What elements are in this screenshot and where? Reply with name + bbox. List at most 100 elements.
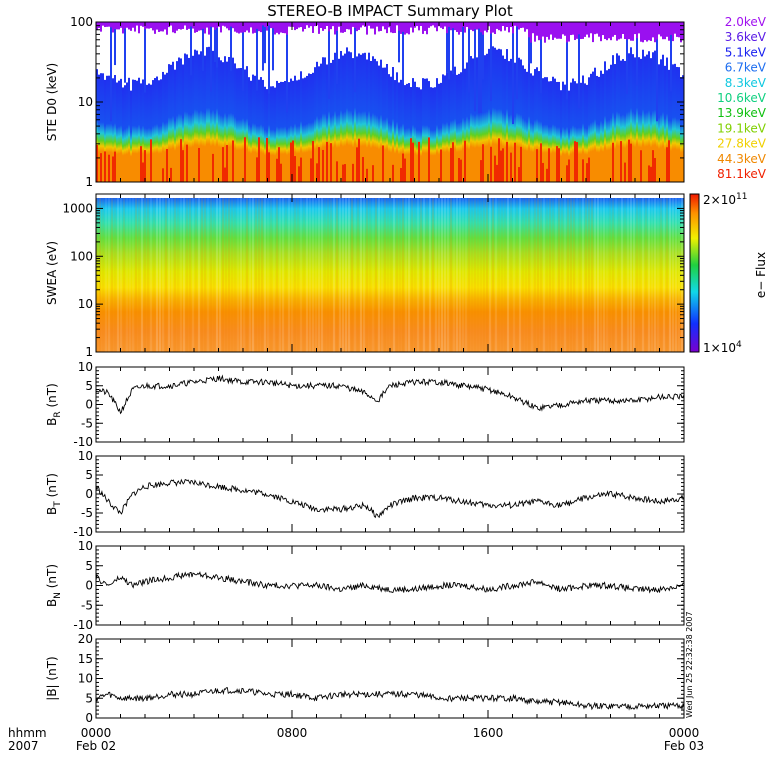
y-tick-label: 10 <box>78 449 93 463</box>
ste-spike <box>190 22 192 76</box>
ste-flux-column <box>522 65 524 182</box>
swea-stripe <box>603 198 605 352</box>
ste-low-energy-band <box>182 22 184 29</box>
swea-stripe <box>558 198 560 352</box>
ste-high-energy-burst <box>500 150 502 182</box>
swea-stripe <box>150 198 152 352</box>
ste-low-energy-band <box>570 22 572 36</box>
y-tick-label: 0 <box>85 579 93 593</box>
ste-low-energy-band <box>186 22 188 30</box>
ste-high-energy-burst <box>310 158 312 182</box>
ste-low-energy-band <box>258 22 260 32</box>
ste-flux-column <box>154 78 156 182</box>
ste-low-energy-band <box>334 22 336 35</box>
ste-low-energy-band <box>320 22 322 29</box>
ste-low-energy-band <box>272 22 274 29</box>
field-trace <box>95 571 684 594</box>
swea-stripe <box>471 198 473 352</box>
ste-flux-column <box>322 57 324 182</box>
ste-flux-column <box>564 84 566 182</box>
ste-low-energy-band <box>296 22 298 30</box>
ste-low-energy-band <box>586 22 588 35</box>
ste-flux-column <box>354 46 356 182</box>
ste-low-energy-band <box>514 22 516 26</box>
swea-stripe <box>405 198 407 352</box>
swea-stripe <box>249 198 251 352</box>
ste-high-energy-burst <box>480 160 482 182</box>
ste-low-energy-band <box>376 22 378 27</box>
ste-low-energy-band <box>624 22 626 40</box>
time-tick-label: 0000 <box>81 726 112 740</box>
ste-flux-column <box>532 75 534 182</box>
ste-flux-column <box>614 64 616 182</box>
ste-high-energy-burst <box>362 157 364 182</box>
ste-flux-column <box>138 77 140 182</box>
ste-flux-column <box>410 87 412 182</box>
ste-flux-column <box>476 57 478 182</box>
ste-low-energy-band <box>390 22 392 33</box>
ste-high-energy-burst <box>162 168 164 182</box>
swea-stripe <box>414 198 416 352</box>
ste-flux-column <box>226 61 228 182</box>
ste-low-energy-band <box>318 22 320 34</box>
panel-frame <box>95 638 685 719</box>
ste-low-energy-band <box>646 22 648 42</box>
ste-flux-column <box>394 80 396 182</box>
ste-high-energy-burst <box>276 158 278 182</box>
plot-title: STEREO-B IMPACT Summary Plot <box>267 2 513 20</box>
ste-flux-column <box>286 85 288 182</box>
ste-low-energy-band <box>540 22 542 40</box>
swea-stripe <box>642 198 644 352</box>
ste-low-energy-band <box>680 22 682 43</box>
ste-flux-column <box>626 54 628 182</box>
ste-flux-column <box>328 53 330 182</box>
ste-low-energy-band <box>200 22 202 31</box>
ste-low-energy-band <box>516 22 518 27</box>
ste-flux-column <box>304 77 306 182</box>
ste-low-energy-band <box>428 22 430 28</box>
ste-spike <box>478 22 480 114</box>
ste-low-energy-band <box>588 22 590 38</box>
ste-flux-column <box>342 55 344 183</box>
ste-low-energy-band <box>356 22 358 32</box>
ste-flux-column <box>126 82 128 182</box>
ste-low-energy-band <box>474 22 476 30</box>
swea-stripe <box>669 198 671 352</box>
swea-stripe <box>336 198 338 352</box>
ste-flux-column <box>330 62 332 183</box>
ste-high-energy-burst <box>558 148 560 182</box>
ste-flux-column <box>466 62 468 182</box>
ste-flux-column <box>140 83 142 182</box>
ste-flux-column <box>340 50 342 182</box>
ste-flux-column <box>268 78 270 182</box>
ste-flux-column <box>178 57 180 182</box>
ste-flux-column <box>644 56 646 182</box>
swea-stripe <box>294 198 296 352</box>
y-tick-label: 100 <box>70 249 93 263</box>
swea-stripe <box>264 198 266 352</box>
ste-high-energy-burst <box>628 139 630 182</box>
ste-low-energy-band <box>328 22 330 32</box>
swea-stripe <box>396 198 398 352</box>
ste-high-energy-burst <box>166 149 168 182</box>
ste-low-energy-band <box>156 22 158 30</box>
ste-low-energy-band <box>672 22 674 42</box>
ste-low-energy-band <box>432 22 434 26</box>
swea-stripe <box>549 198 551 352</box>
ste-low-energy-band <box>434 22 436 28</box>
ste-flux-column <box>460 72 462 182</box>
swea-stripe <box>417 198 419 352</box>
ste-high-energy-burst <box>356 147 358 182</box>
ste-spike <box>336 22 338 85</box>
ste-high-energy-burst <box>256 157 258 182</box>
ste-high-energy-burst <box>652 150 654 182</box>
ste-low-energy-band <box>122 22 124 34</box>
ste-flux-column <box>558 81 560 182</box>
ste-low-energy-band <box>326 22 328 26</box>
ste-flux-column <box>110 75 112 182</box>
ste-low-energy-band <box>446 22 448 34</box>
ste-flux-column <box>610 64 612 182</box>
ste-high-energy-burst <box>650 166 652 182</box>
ste-flux-column <box>352 58 354 182</box>
ste-flux-column <box>388 74 390 182</box>
